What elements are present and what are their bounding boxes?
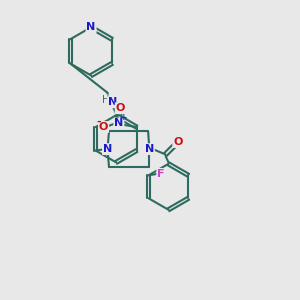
Text: N: N [103,144,112,154]
Text: O: O [99,122,108,132]
Text: N: N [114,118,124,128]
Text: +: + [120,112,128,122]
Text: N: N [86,22,96,32]
Text: N: N [108,97,117,107]
Text: F: F [157,169,165,179]
Text: N: N [145,144,154,154]
Text: O: O [116,103,125,113]
Text: O: O [173,137,183,147]
Text: -: - [96,117,100,127]
Text: H: H [102,95,110,105]
